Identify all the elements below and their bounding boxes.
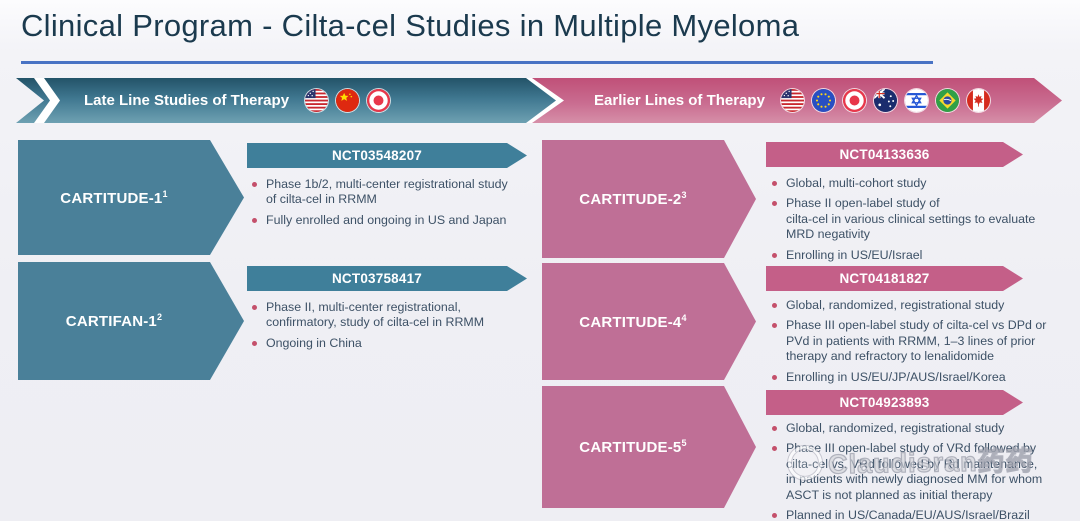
bullet-dot-icon bbox=[772, 303, 777, 308]
study-chevron-cartitude-5: CARTITUDE-55 bbox=[542, 386, 756, 508]
nct-id: NCT03758417 bbox=[331, 271, 422, 286]
japan-flag-icon bbox=[367, 89, 391, 112]
list-item: Planned in US/Canada/EU/AUS/Israel/Brazi… bbox=[770, 508, 1062, 521]
bullet-dot-icon bbox=[772, 181, 777, 186]
bullet-dot-icon bbox=[772, 323, 777, 329]
bullet-dot-icon bbox=[772, 374, 777, 380]
late-line-ribbon bbox=[16, 78, 556, 123]
bullet-dot-icon bbox=[772, 252, 777, 258]
earlier-lines-banner-label: Earlier Lines of Therapy bbox=[594, 92, 765, 109]
study-name: CARTITUDE-23 bbox=[579, 190, 687, 208]
study-chevron-cartifan-1: CARTIFAN-12 bbox=[18, 262, 244, 380]
study-chevron-cartitude-1: CARTITUDE-11 bbox=[18, 140, 244, 255]
study-name: CARTITUDE-55 bbox=[579, 438, 687, 456]
list-item: Global, randomized, registrational study bbox=[770, 421, 1062, 436]
nct-banner-cartitude-1: NCT03548207 bbox=[247, 143, 527, 168]
list-item: Enrolling in US/EU/JP/AUS/Israel/Korea bbox=[770, 370, 1062, 385]
bullet-list-cartitude-2: Global, multi-cohort study Phase II open… bbox=[770, 176, 1062, 268]
list-item: Fully enrolled and ongoing in US and Jap… bbox=[250, 213, 532, 228]
bullet-dot-icon bbox=[252, 340, 257, 346]
list-item: Enrolling in US/EU/Israel bbox=[770, 248, 1062, 263]
us-flag-icon bbox=[305, 89, 329, 112]
bullet-dot-icon bbox=[252, 217, 257, 223]
study-name: CARTIFAN-12 bbox=[65, 312, 163, 330]
bullet-dot-icon bbox=[252, 305, 257, 310]
list-item: Phase II open-label study of cilta-cel i… bbox=[770, 196, 1062, 242]
study-name: CARTITUDE-44 bbox=[579, 312, 687, 331]
us-flag-icon bbox=[780, 89, 804, 112]
nct-id: NCT04181827 bbox=[839, 271, 930, 286]
bullet-dot-icon bbox=[772, 512, 777, 518]
canada-flag-icon bbox=[966, 89, 990, 112]
brazil-flag-icon bbox=[935, 89, 959, 112]
nct-id: NCT04923893 bbox=[839, 395, 930, 410]
title-underline bbox=[21, 61, 933, 64]
list-item: Phase III open-label study of VRd follow… bbox=[770, 441, 1062, 503]
nct-banner-cartifan-1: NCT03758417 bbox=[247, 266, 527, 291]
study-chevron-cartitude-4: CARTITUDE-44 bbox=[542, 263, 756, 380]
nct-id: NCT04133636 bbox=[839, 147, 930, 162]
bullet-list-cartitude-1: Phase 1b/2, multi-center registrational … bbox=[250, 177, 532, 233]
japan-flag-icon bbox=[842, 89, 866, 112]
late-line-flag-row bbox=[305, 89, 391, 112]
list-item: Global, multi-cohort study bbox=[770, 176, 1062, 191]
list-item: Global, randomized, registrational study bbox=[770, 298, 1062, 313]
page-title: Clinical Program - Cilta-cel Studies in … bbox=[21, 8, 800, 43]
nct-id: NCT03548207 bbox=[331, 148, 422, 163]
nct-banner-cartitude-2: NCT04133636 bbox=[766, 142, 1023, 167]
late-line-banner: Late Line Studies of Therapy bbox=[16, 78, 556, 123]
nct-banner-cartitude-5: NCT04923893 bbox=[766, 390, 1023, 415]
bullet-list-cartitude-5: Global, randomized, registrational study… bbox=[770, 421, 1062, 521]
eu-flag-icon bbox=[811, 89, 835, 112]
australia-flag-icon bbox=[873, 89, 897, 112]
earlier-lines-flag-row bbox=[780, 89, 990, 112]
bullet-dot-icon bbox=[772, 446, 777, 452]
nct-banner-cartitude-4: NCT04181827 bbox=[766, 266, 1023, 291]
study-chevron-cartitude-2: CARTITUDE-23 bbox=[542, 140, 756, 258]
earlier-lines-banner: Earlier Lines of Therapy bbox=[520, 78, 1034, 123]
bullet-dot-icon bbox=[772, 426, 777, 431]
late-line-banner-label: Late Line Studies of Therapy bbox=[84, 92, 290, 109]
bullet-list-cartitude-4: Global, randomized, registrational study… bbox=[770, 298, 1062, 390]
study-name: CARTITUDE-11 bbox=[60, 188, 168, 207]
bullet-dot-icon bbox=[772, 201, 777, 207]
bullet-dot-icon bbox=[252, 182, 257, 187]
list-item: Phase III open-label study of cilta-cel … bbox=[770, 318, 1062, 364]
israel-flag-icon bbox=[904, 89, 928, 112]
china-flag-icon bbox=[336, 89, 360, 112]
list-item: Phase 1b/2, multi-center registrational … bbox=[250, 177, 532, 208]
list-item: Ongoing in China bbox=[250, 336, 532, 351]
list-item: Phase II, multi-center registrational, c… bbox=[250, 300, 532, 331]
bullet-list-cartifan-1: Phase II, multi-center registrational, c… bbox=[250, 300, 532, 356]
